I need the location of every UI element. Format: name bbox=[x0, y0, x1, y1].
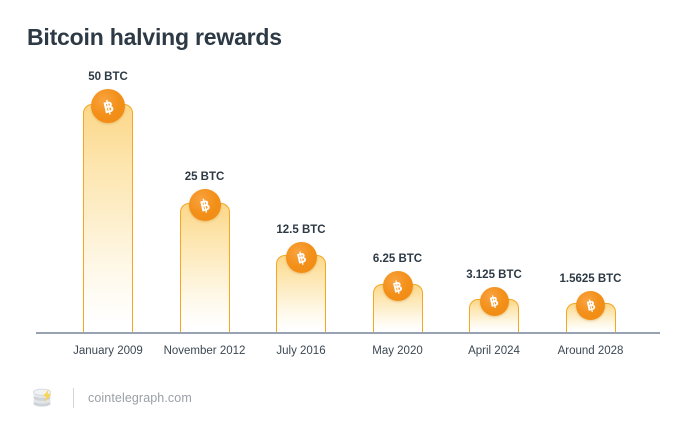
bar-value-label: 50 BTC bbox=[88, 71, 128, 83]
bar-group bbox=[179, 0, 230, 332]
svg-text:฿: ฿ bbox=[392, 278, 404, 295]
svg-text:฿: ฿ bbox=[585, 297, 597, 314]
bar-value-label: 3.125 BTC bbox=[466, 268, 522, 281]
x-axis-category-label: July 2016 bbox=[276, 345, 326, 357]
bar-group bbox=[83, 0, 133, 332]
bar-group bbox=[276, 0, 326, 332]
bitcoin-coin-icon: ฿ bbox=[285, 241, 317, 273]
bitcoin-coin-icon: ฿ bbox=[91, 89, 125, 123]
bar-value-label: 25 BTC bbox=[184, 171, 225, 183]
footer-site-label: cointelegraph.com bbox=[88, 391, 192, 405]
bar-value-label: 1.5625 BTC bbox=[559, 272, 622, 285]
bitcoin-coin-icon: ฿ bbox=[382, 271, 413, 301]
svg-text:฿: ฿ bbox=[488, 293, 500, 310]
x-axis-category-label: April 2024 bbox=[468, 345, 520, 357]
svg-text:฿: ฿ bbox=[198, 197, 211, 215]
bitcoin-coin-icon: ฿ bbox=[188, 189, 221, 221]
bar-group bbox=[469, 0, 519, 332]
bitcoin-coin-icon: ฿ bbox=[479, 286, 509, 316]
page-title: Bitcoin halving rewards bbox=[27, 24, 282, 50]
bar[interactable] bbox=[83, 104, 133, 332]
x-axis-category-label: January 2009 bbox=[73, 345, 143, 357]
footer-divider bbox=[73, 388, 74, 408]
x-axis-line bbox=[36, 332, 660, 334]
footer: cointelegraph.com bbox=[31, 385, 192, 411]
bar[interactable] bbox=[179, 203, 230, 332]
cointelegraph-logo-icon bbox=[31, 386, 57, 410]
svg-text:฿: ฿ bbox=[295, 249, 307, 266]
chart-plot-area: ฿ 50 BTC ฿ 25 BTC ฿ 12.5 BTC ฿ 6.25 BTC ฿ 3.125 B… bbox=[36, 0, 660, 357]
bar-value-label: 6.25 BTC bbox=[372, 253, 423, 265]
bitcoin-coin-icon: ฿ bbox=[576, 290, 605, 320]
x-axis-category-label: Around 2028 bbox=[557, 345, 624, 357]
x-axis-category-label: November 2012 bbox=[163, 345, 246, 357]
svg-text:฿: ฿ bbox=[101, 98, 115, 117]
x-axis-category-label: May 2020 bbox=[372, 345, 423, 357]
bar-value-label: 12.5 BTC bbox=[276, 223, 326, 236]
